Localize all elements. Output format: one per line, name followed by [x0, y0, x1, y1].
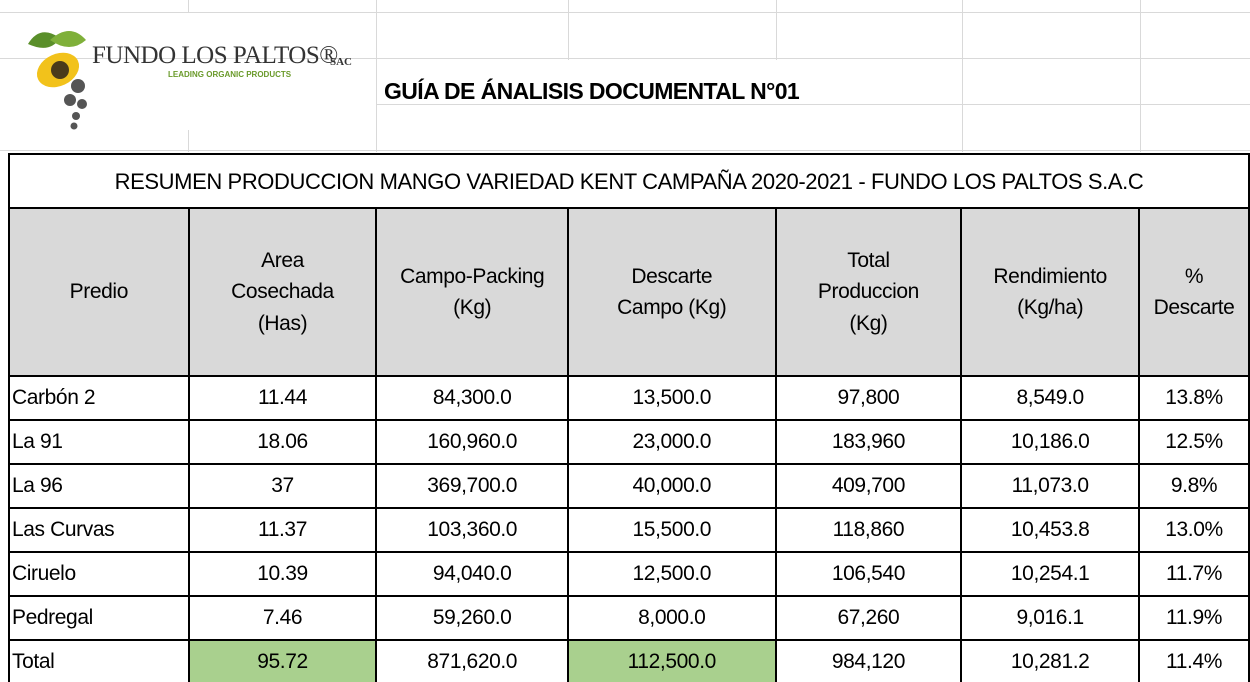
cell: 871,620.0 [375, 639, 569, 682]
cell: 10,453.8 [960, 507, 1141, 553]
cell: Total [8, 639, 190, 682]
cell: 13,500.0 [567, 375, 777, 421]
cell: 84,300.0 [375, 375, 569, 421]
cell: 13.8% [1138, 375, 1250, 421]
cell: Ciruelo [8, 551, 190, 597]
cell: 160,960.0 [375, 419, 569, 465]
cell: 10,281.2 [960, 639, 1141, 682]
cell: 11.44 [187, 375, 378, 421]
cell: 12.5% [1138, 419, 1250, 465]
cell: 183,960 [774, 419, 963, 465]
data-row: Pedregal 7.46 59,260.0 8,000.0 67,260 9,016.1… [8, 595, 1250, 641]
cell: 7.46 [187, 595, 378, 641]
cell: 23,000.0 [567, 419, 777, 465]
cell: La 91 [8, 419, 190, 465]
cell: 8,549.0 [960, 375, 1141, 421]
cell: 8,000.0 [567, 595, 777, 641]
cell: 37 [187, 463, 378, 509]
data-row: Carbón 2 11.44 84,300.0 13,500.0 97,800 8,549… [8, 375, 1250, 421]
cell: 11.37 [187, 507, 378, 553]
cell: 106,540 [774, 551, 963, 597]
page-title: GUÍA DE ÁNALISIS DOCUMENTAL N°01 [384, 78, 800, 104]
cell: 118,860 [774, 507, 963, 553]
cell: 59,260.0 [375, 595, 569, 641]
cell: 9,016.1 [960, 595, 1141, 641]
summary-table: RESUMEN PRODUCCION MANGO VARIEDAD KENT C… [8, 153, 1250, 682]
total-row: Total 95.72 871,620.0 112,500.0 984,120 10,28… [8, 639, 1250, 682]
cell: 12,500.0 [567, 551, 777, 597]
cell: La 96 [8, 463, 190, 509]
cell: 11.7% [1138, 551, 1250, 597]
cell: Las Curvas [8, 507, 190, 553]
column-header: Campo-Packing (Kg) [375, 207, 569, 377]
brand: FUNDO LOS PALTOS® [92, 42, 338, 69]
column-header: Predio [8, 207, 190, 377]
logo [28, 31, 87, 130]
cell: Pedregal [8, 595, 190, 641]
cell: 112,500.0 [567, 639, 777, 682]
cell: 409,700 [774, 463, 963, 509]
data-row: Ciruelo 10.39 94,040.0 12,500.0 106,540 10,25… [8, 551, 1250, 597]
cell: 40,000.0 [567, 463, 777, 509]
cell: 9.8% [1138, 463, 1250, 509]
cell: 18.06 [187, 419, 378, 465]
cell: 11.4% [1138, 639, 1250, 682]
column-header: % Descarte [1138, 207, 1250, 377]
data-row: La 96 37 369,700.0 40,000.0 409,700 11,073.0 9… [8, 463, 1250, 509]
cell: 15,500.0 [567, 507, 777, 553]
column-header: Total Produccion (Kg) [774, 207, 963, 377]
cell: 369,700.0 [375, 463, 569, 509]
column-header: Area Cosechada (Has) [187, 207, 378, 377]
column-header: Descarte Campo (Kg) [567, 207, 777, 377]
cell: Carbón 2 [8, 375, 190, 421]
table-title: RESUMEN PRODUCCION MANGO VARIEDAD KENT C… [8, 153, 1250, 209]
header-row: Predio Area Cosechada (Has) Campo-Packing … [8, 207, 1250, 377]
tagline: LEADING ORGANIC PRODUCTS [168, 70, 292, 79]
cell: 103,360.0 [375, 507, 569, 553]
cell: 10.39 [187, 551, 378, 597]
data-row: La 91 18.06 160,960.0 23,000.0 183,960 10,186… [8, 419, 1250, 465]
cell: 95.72 [187, 639, 378, 682]
cell: 11,073.0 [960, 463, 1141, 509]
data-row: Las Curvas 11.37 103,360.0 15,500.0 118,860 1… [8, 507, 1250, 553]
cell: 94,040.0 [375, 551, 569, 597]
cell: 984,120 [774, 639, 963, 682]
cell: 10,186.0 [960, 419, 1141, 465]
cell: 13.0% [1138, 507, 1250, 553]
cell: 97,800 [774, 375, 963, 421]
cell: 67,260 [774, 595, 963, 641]
brand-suffix: SAC [330, 56, 353, 68]
column-header: Rendimiento (Kg/ha) [960, 207, 1141, 377]
cell: 10,254.1 [960, 551, 1141, 597]
cell: 11.9% [1138, 595, 1250, 641]
